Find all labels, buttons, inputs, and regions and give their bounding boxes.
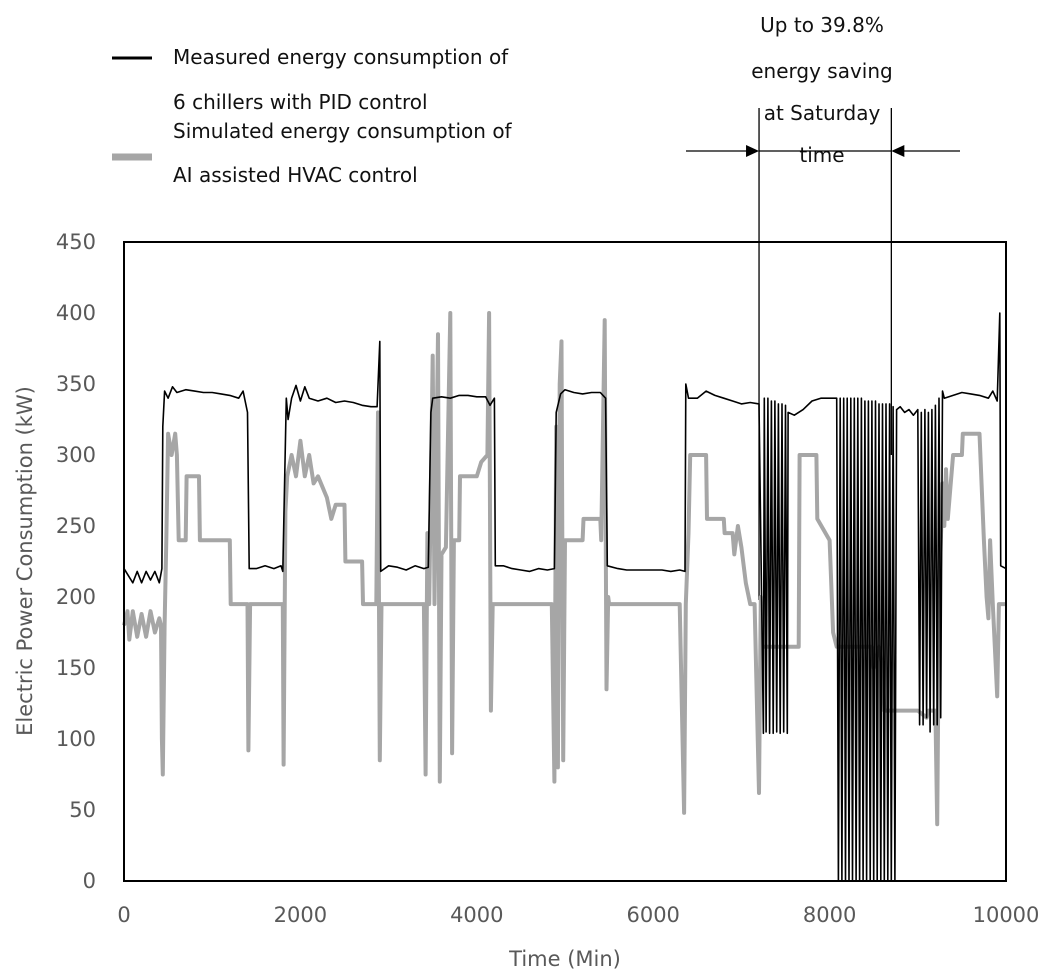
plot-frame xyxy=(123,241,1007,882)
x-tick-label: 6000 xyxy=(626,903,679,927)
y-tick-label: 350 xyxy=(56,372,96,396)
y-tick-label: 450 xyxy=(56,230,96,254)
legend: Measured energy consumption of 6 chiller… xyxy=(112,45,513,187)
y-tick-label: 0 xyxy=(83,869,96,893)
annotation-line4: time xyxy=(799,143,844,167)
y-axis-ticks: 0 50 100 150 200 250 300 350 400 450 xyxy=(56,230,96,893)
x-tick-label: 2000 xyxy=(274,903,327,927)
annotation-left-arrowhead xyxy=(746,145,760,157)
series-layer xyxy=(122,311,1007,882)
series-simulated-line xyxy=(122,311,1006,827)
y-tick-label: 150 xyxy=(56,656,96,680)
y-tick-label: 50 xyxy=(69,798,96,822)
x-tick-label: 8000 xyxy=(803,903,856,927)
saving-annotation: Up to 39.8% energy saving at Saturday ti… xyxy=(686,13,960,600)
y-tick-label: 100 xyxy=(56,727,96,751)
annotation-line1: Up to 39.8% xyxy=(760,13,884,37)
annotation-line3: at Saturday xyxy=(764,101,881,125)
legend-measured-line1: Measured energy consumption of xyxy=(173,45,509,69)
annotation-line2: energy saving xyxy=(751,59,892,83)
y-tick-label: 250 xyxy=(56,514,96,538)
legend-simulated-line2: AI assisted HVAC control xyxy=(173,163,418,187)
x-tick-label: 4000 xyxy=(450,903,503,927)
x-tick-label: 10000 xyxy=(973,903,1040,927)
legend-simulated-line1: Simulated energy consumption of xyxy=(173,119,513,143)
series-measured-line xyxy=(123,312,1007,882)
y-tick-label: 200 xyxy=(56,585,96,609)
annotation-right-arrowhead xyxy=(891,145,905,157)
x-tick-label: 0 xyxy=(117,903,130,927)
y-tick-label: 300 xyxy=(56,443,96,467)
x-axis-ticks: 0 2000 4000 6000 8000 10000 xyxy=(117,903,1039,927)
y-axis-title: Electric Power Consumption (kW) xyxy=(13,386,37,736)
x-axis-title: Time (Min) xyxy=(508,947,621,971)
y-tick-label: 400 xyxy=(56,301,96,325)
legend-measured-line2: 6 chillers with PID control xyxy=(173,90,428,114)
